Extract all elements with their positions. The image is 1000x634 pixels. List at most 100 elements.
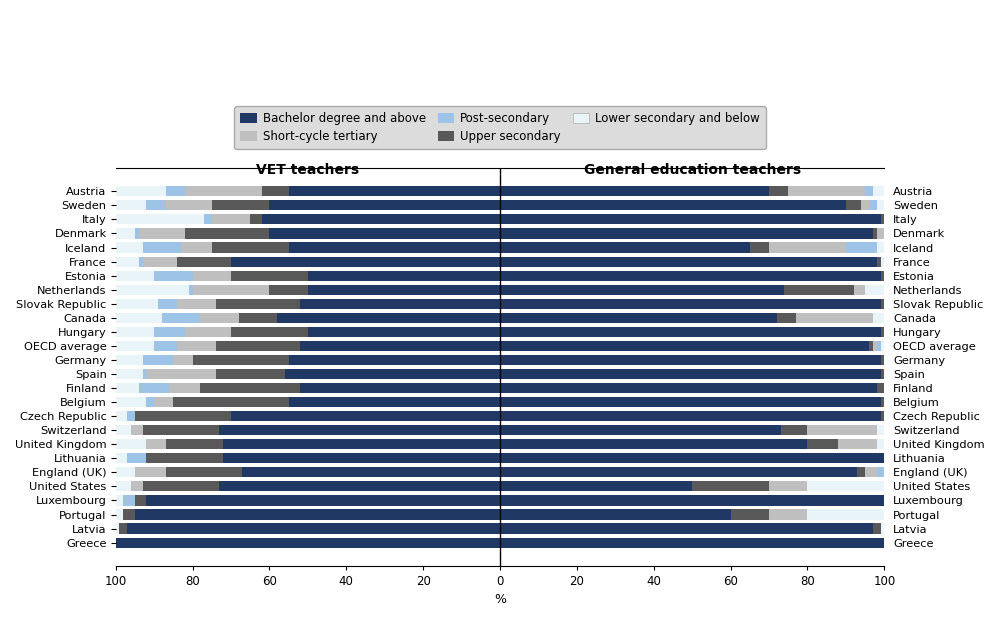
Bar [116, 214, 204, 224]
Bar [193, 355, 289, 365]
Bar [289, 397, 500, 407]
Bar [269, 285, 308, 295]
Bar [300, 299, 500, 309]
Bar [807, 425, 877, 436]
Bar [123, 495, 135, 505]
Bar [308, 327, 500, 337]
Bar [877, 257, 881, 267]
Bar [143, 425, 219, 436]
Bar [877, 228, 884, 238]
Bar [877, 200, 884, 210]
Bar [861, 200, 869, 210]
Bar [116, 495, 123, 505]
Bar [242, 467, 500, 477]
Bar [881, 341, 884, 351]
Bar [881, 397, 884, 407]
Bar [769, 481, 807, 491]
Bar [135, 411, 231, 421]
Bar [239, 313, 277, 323]
Bar [769, 510, 807, 519]
Bar [177, 341, 216, 351]
Bar [131, 425, 143, 436]
Bar [692, 481, 769, 491]
Bar [123, 510, 135, 519]
Bar [169, 383, 200, 393]
Bar [216, 341, 300, 351]
Bar [731, 510, 769, 519]
Bar [807, 481, 884, 491]
Bar [308, 285, 500, 295]
Bar [154, 397, 173, 407]
Bar [231, 271, 308, 281]
Bar [116, 510, 123, 519]
Bar [116, 467, 135, 477]
Bar [223, 439, 500, 450]
Bar [193, 271, 231, 281]
Bar [881, 214, 884, 224]
Bar [500, 538, 884, 548]
Bar [262, 214, 500, 224]
Bar [881, 257, 884, 267]
Bar [143, 355, 173, 365]
Bar [131, 481, 143, 491]
Bar [881, 369, 884, 379]
Bar [308, 271, 500, 281]
Bar [173, 355, 193, 365]
Bar [500, 425, 781, 436]
Bar [500, 299, 881, 309]
Bar [873, 341, 877, 351]
Bar [231, 257, 500, 267]
Bar [865, 467, 877, 477]
Bar [116, 228, 135, 238]
Bar [212, 214, 250, 224]
Bar [300, 383, 500, 393]
Bar [769, 242, 846, 252]
Bar [881, 271, 884, 281]
Bar [135, 495, 146, 505]
Bar [769, 186, 788, 197]
Bar [231, 411, 500, 421]
Bar [231, 327, 308, 337]
Bar [881, 524, 884, 534]
Bar [143, 369, 146, 379]
Bar [500, 397, 881, 407]
Bar [500, 257, 877, 267]
Bar [500, 271, 881, 281]
Bar [807, 510, 884, 519]
Bar [181, 242, 212, 252]
Bar [881, 355, 884, 365]
Bar [204, 214, 212, 224]
Bar [116, 200, 146, 210]
Bar [135, 228, 139, 238]
Bar [838, 439, 877, 450]
Bar [865, 285, 884, 295]
Bar [216, 299, 300, 309]
Bar [135, 510, 500, 519]
Bar [166, 467, 242, 477]
Bar [127, 411, 135, 421]
Bar [116, 383, 139, 393]
Bar [500, 439, 807, 450]
Bar [877, 439, 884, 450]
Bar [869, 200, 877, 210]
Bar [166, 200, 212, 210]
Bar [185, 186, 262, 197]
Bar [116, 186, 166, 197]
Bar [146, 369, 216, 379]
Bar [135, 467, 166, 477]
Bar [200, 383, 300, 393]
Bar [116, 411, 127, 421]
Bar [500, 186, 769, 197]
Bar [873, 186, 884, 197]
Bar [177, 257, 231, 267]
Bar [500, 369, 881, 379]
Bar [146, 200, 166, 210]
Bar [200, 313, 239, 323]
Bar [857, 467, 865, 477]
Bar [154, 341, 177, 351]
Bar [116, 299, 158, 309]
Bar [185, 228, 269, 238]
Bar [788, 186, 865, 197]
Bar [116, 271, 154, 281]
Bar [500, 228, 873, 238]
